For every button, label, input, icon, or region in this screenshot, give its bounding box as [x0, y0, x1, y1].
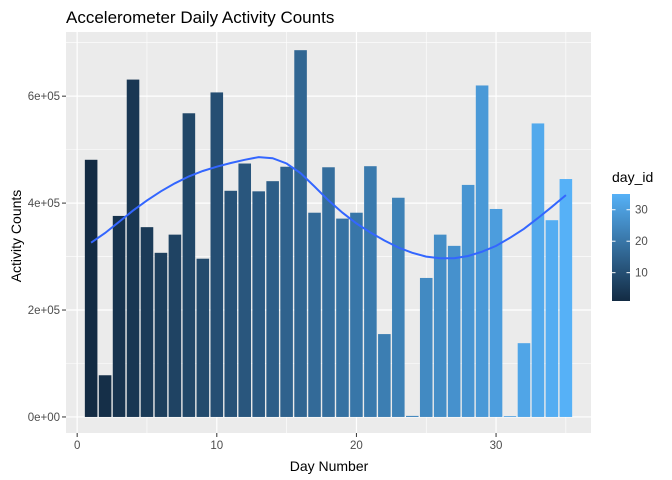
- legend-ticks: 10 20 30: [612, 205, 648, 280]
- bar-day-23: [392, 197, 405, 417]
- bar-day-15: [280, 166, 293, 417]
- y-axis-title: Activity Counts: [8, 190, 24, 283]
- bar-day-9: [196, 258, 210, 417]
- smooth-line: [90, 156, 567, 260]
- bar-day-22: [378, 334, 391, 417]
- bar-day-19: [336, 218, 349, 417]
- bar-day-24: [405, 415, 419, 417]
- bar-day-18: [322, 167, 335, 417]
- legend: day_id 10 20 30: [612, 169, 653, 301]
- bar-day-14: [266, 181, 279, 417]
- y-tick-label: 0e+00: [28, 412, 60, 424]
- y-axis: 0e+00 2e+05 4e+05 6e+05: [28, 91, 66, 424]
- bar-day-6: [154, 252, 168, 417]
- bar-day-16: [294, 50, 307, 417]
- bar-day-28: [461, 184, 475, 417]
- bar-day-21: [364, 166, 377, 417]
- bar-day-35: [559, 179, 573, 417]
- bar-day-5: [140, 227, 154, 417]
- bar-day-3: [112, 215, 126, 417]
- legend-title: day_id: [612, 169, 653, 185]
- legend-label: 20: [635, 236, 648, 248]
- legend-label: 30: [635, 205, 648, 217]
- bar-day-11: [224, 190, 238, 417]
- bar-day-2: [98, 375, 112, 417]
- x-tick-label: 0: [74, 440, 80, 452]
- bar-day-33: [531, 123, 545, 417]
- x-axis-title: Day Number: [290, 458, 369, 474]
- bar-day-30: [489, 208, 503, 417]
- bars: [84, 50, 573, 417]
- y-tick-label: 2e+05: [28, 305, 60, 317]
- x-tick-label: 10: [210, 440, 223, 452]
- bar-day-27: [447, 245, 461, 417]
- y-tick-label: 6e+05: [28, 91, 60, 103]
- bar-day-10: [210, 92, 224, 417]
- x-axis: 0 10 20 30: [74, 433, 502, 452]
- bar-day-31: [503, 416, 517, 417]
- y-tick-label: 4e+05: [28, 198, 60, 210]
- bar-day-4: [126, 79, 140, 417]
- bar-day-34: [545, 220, 559, 417]
- bar-day-13: [252, 191, 265, 417]
- bar-day-32: [517, 343, 531, 417]
- chart-title: Accelerometer Daily Activity Counts: [66, 8, 334, 27]
- bar-day-1: [84, 159, 98, 417]
- bar-day-12: [238, 163, 252, 417]
- bar-day-7: [168, 234, 182, 417]
- bar-day-25: [419, 277, 433, 417]
- x-tick-label: 30: [490, 440, 503, 452]
- bar-day-26: [433, 234, 447, 417]
- x-tick-label: 20: [350, 440, 363, 452]
- legend-colorbar: [612, 194, 630, 301]
- bar-day-8: [182, 113, 196, 417]
- bar-day-17: [308, 212, 321, 417]
- bar-day-20: [350, 212, 363, 417]
- legend-label: 10: [635, 268, 648, 280]
